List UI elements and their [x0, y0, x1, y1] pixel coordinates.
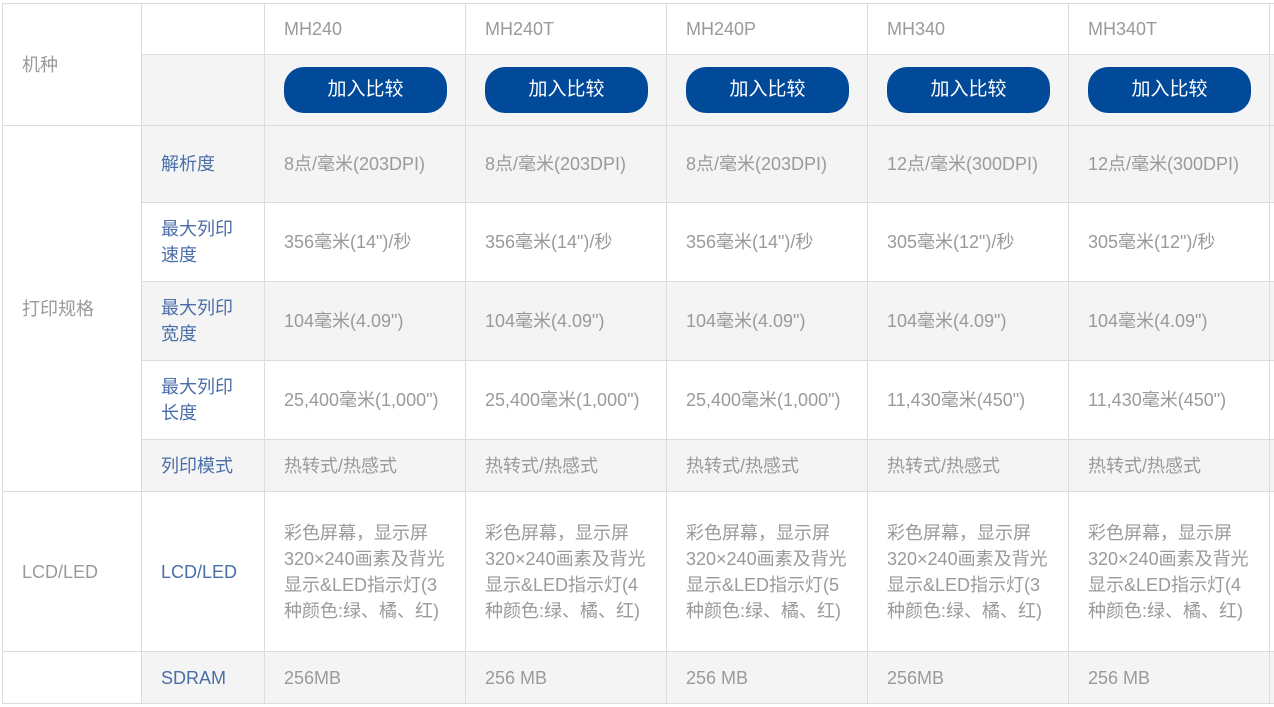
spec-value: 25,400毫米(1,000") — [465, 360, 667, 440]
spec-label: 最大列印长度 — [141, 360, 265, 440]
spec-value: 104毫米(4.09") — [264, 281, 466, 361]
spec-value: 热转式/热感式 — [666, 439, 868, 492]
spec-value: 305毫米(12")/秒 — [1068, 202, 1270, 282]
spec-comparison-table: 机种 MH240 MH240T MH240P MH340 MH340T 加入比较… — [2, 3, 1274, 704]
add-to-compare-button[interactable]: 加入比较 — [284, 67, 447, 113]
spec-value: 热转式/热感式 — [1068, 439, 1270, 492]
spec-value: 356毫米(14")/秒 — [465, 202, 667, 282]
spec-value: 104毫米(4.09") — [867, 281, 1069, 361]
spec-row: 最大列印速度 356毫米(14")/秒 356毫米(14")/秒 356毫米(14")… — [3, 202, 1274, 282]
spec-value: 25,400毫米(1,000") — [666, 360, 868, 440]
spec-value: 256 MB — [666, 651, 868, 704]
spec-row: LCD/LED LCD/LED 彩色屏幕，显示屏320×240画素及背光显示&LED… — [2, 491, 1274, 652]
spec-value: 12点/毫米(300DPI) — [867, 125, 1069, 203]
model-name: MH240 — [264, 3, 466, 55]
spec-value: 256MB — [264, 651, 466, 704]
spec-label: 最大列印速度 — [141, 202, 265, 282]
category-lcd: LCD/LED — [2, 491, 142, 652]
spec-row: SDRAM 256MB 256 MB 256 MB 256MB 256 MB — [2, 651, 1274, 704]
spec-value: 彩色屏幕，显示屏320×240画素及背光显示&LED指示灯(4种颜色:绿、橘、红… — [465, 491, 667, 652]
spec-value: 256MB — [867, 651, 1069, 704]
spec-value: 8点/毫米(203DPI) — [264, 125, 466, 203]
spec-row: 最大列印宽度 104毫米(4.09") 104毫米(4.09") 104毫米(4.09… — [3, 281, 1274, 361]
spec-value: 104毫米(4.09") — [465, 281, 667, 361]
spec-value: 104毫米(4.09") — [1068, 281, 1270, 361]
spec-row: 列印模式 热转式/热感式 热转式/热感式 热转式/热感式 热转式/热感式 热转式/热感式 — [3, 439, 1274, 492]
spec-value: 256 MB — [465, 651, 667, 704]
spec-value: 25,400毫米(1,000") — [264, 360, 466, 440]
spec-value: 305毫米(12")/秒 — [867, 202, 1069, 282]
spec-value: 8点/毫米(203DPI) — [666, 125, 868, 203]
spec-label: SDRAM — [141, 651, 265, 704]
spec-row: 最大列印长度 25,400毫米(1,000") 25,400毫米(1,000") 25… — [3, 360, 1274, 440]
spec-value: 356毫米(14")/秒 — [264, 202, 466, 282]
spec-value: 356毫米(14")/秒 — [666, 202, 868, 282]
add-to-compare-button[interactable]: 加入比较 — [1088, 67, 1251, 113]
spec-value: 11,430毫米(450") — [867, 360, 1069, 440]
spec-row: 打印规格 解析度 8点/毫米(203DPI) 8点/毫米(203DPI) 8点/毫米(2… — [2, 125, 1274, 492]
spec-value: 彩色屏幕，显示屏320×240画素及背光显示&LED指示灯(3种颜色:绿、橘、红… — [867, 491, 1069, 652]
spec-value: 彩色屏幕，显示屏320×240画素及背光显示&LED指示灯(4种颜色:绿、橘、红… — [1068, 491, 1270, 652]
model-name: MH240T — [465, 3, 667, 55]
spec-value: 12点/毫米(300DPI) — [1068, 125, 1270, 203]
compare-button-row: 加入比较 加入比较 加入比较 加入比较 加入比较 — [3, 54, 1274, 126]
spec-value: 8点/毫米(203DPI) — [465, 125, 667, 203]
spec-label: 最大列印宽度 — [141, 281, 265, 361]
add-to-compare-button[interactable]: 加入比较 — [686, 67, 849, 113]
spec-value: 256 MB — [1068, 651, 1270, 704]
model-name: MH340T — [1068, 3, 1270, 55]
model-name: MH240P — [666, 3, 868, 55]
spec-value: 11,430毫米(450") — [1068, 360, 1270, 440]
spec-label: 解析度 — [141, 125, 265, 203]
model-name: MH340 — [867, 3, 1069, 55]
spec-value: 104毫米(4.09") — [666, 281, 868, 361]
spec-value: 热转式/热感式 — [465, 439, 667, 492]
add-to-compare-button[interactable]: 加入比较 — [887, 67, 1050, 113]
add-to-compare-button[interactable]: 加入比较 — [485, 67, 648, 113]
spec-value: 彩色屏幕，显示屏320×240画素及背光显示&LED指示灯(5种颜色:绿、橘、红… — [666, 491, 868, 652]
category-model: 机种 — [2, 3, 142, 126]
spec-label: 列印模式 — [141, 439, 265, 492]
category-other — [2, 651, 142, 704]
spec-label: LCD/LED — [141, 491, 265, 652]
spec-value: 热转式/热感式 — [867, 439, 1069, 492]
model-name-row: 机种 MH240 MH240T MH240P MH340 MH340T — [2, 3, 1274, 126]
spec-value: 热转式/热感式 — [264, 439, 466, 492]
spec-value: 彩色屏幕，显示屏320×240画素及背光显示&LED指示灯(3种颜色:绿、橘、红… — [264, 491, 466, 652]
category-print-spec: 打印规格 — [2, 125, 142, 492]
